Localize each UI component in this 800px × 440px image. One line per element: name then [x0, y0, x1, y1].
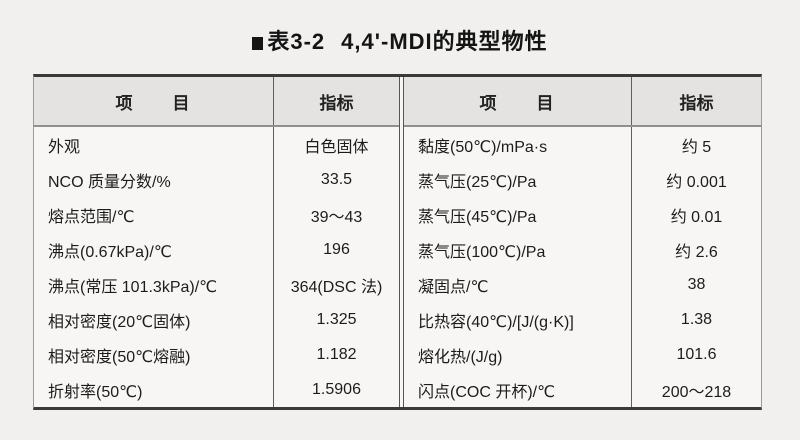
table-row: 沸点(0.67kPa)/℃ 196 [34, 232, 399, 267]
table-number: 表3-2 [267, 29, 326, 54]
property-value-cell: 约 0.01 [631, 197, 761, 232]
property-value-cell: 200～218 [631, 372, 761, 407]
property-name-cell: 外观 [48, 138, 81, 156]
property-name-cell: 熔点范围/℃ [48, 208, 135, 226]
table-header-row: 项 目 指标 [34, 77, 399, 127]
property-value-cell: 364(DSC 法) [273, 267, 399, 302]
property-name-cell: 相对密度(20℃固体) [48, 313, 191, 331]
table-row: 沸点(常压 101.3kPa)/℃ 364(DSC 法) [34, 267, 399, 302]
property-value-cell: 196 [273, 232, 399, 267]
table-row: 熔点范围/℃ 39～43 [34, 197, 399, 232]
table-header-row: 项 目 指标 [404, 77, 761, 127]
property-name-cell: 折射率(50℃) [48, 383, 143, 401]
table-row: 闪点(COC 开杯)/℃ 200～218 [404, 372, 761, 407]
property-name-cell: NCO 质量分数/% [48, 173, 171, 191]
column-header-value: 指标 [273, 77, 399, 125]
table-row: 蒸气压(25℃)/Pa 约 0.001 [404, 162, 761, 197]
property-name-cell: 蒸气压(45℃)/Pa [418, 208, 537, 226]
property-name-cell: 蒸气压(100℃)/Pa [418, 243, 546, 261]
table-row: 比热容(40℃)/[J/(g·K)] 1.38 [404, 302, 761, 337]
property-name-cell: 闪点(COC 开杯)/℃ [418, 383, 556, 401]
property-value-cell: 33.5 [273, 162, 399, 197]
table-title: 表3-2 4,4'-MDI的典型物性 [0, 24, 800, 56]
property-value-cell: 101.6 [631, 337, 761, 372]
table-row: 蒸气压(100℃)/Pa 约 2.6 [404, 232, 761, 267]
properties-table: 项 目 指标 外观 白色固体 NCO 质量分数/% 33.5 熔点范围/℃ 39… [33, 74, 762, 410]
property-value-cell: 39～43 [273, 197, 399, 232]
table-title-text: 4,4'-MDI的典型物性 [341, 29, 548, 54]
table-row: 凝固点/℃ 38 [404, 267, 761, 302]
table-right-half: 项 目 指标 黏度(50℃)/mPa·s 约 5 蒸气压(25℃)/Pa 约 0… [403, 77, 761, 407]
property-name-cell: 黏度(50℃)/mPa·s [418, 138, 548, 156]
property-value-cell: 约 2.6 [631, 232, 761, 267]
property-name-cell: 比热容(40℃)/[J/(g·K)] [418, 313, 574, 331]
property-value-cell: 1.38 [631, 302, 761, 337]
table-row: 黏度(50℃)/mPa·s 约 5 [404, 127, 761, 162]
table-row: 折射率(50℃) 1.5906 [34, 372, 399, 407]
property-value-cell: 约 5 [631, 127, 761, 162]
table-row: 相对密度(50℃熔融) 1.182 [34, 337, 399, 372]
square-bullet-icon [252, 37, 264, 50]
column-header-item: 项 目 [479, 93, 556, 113]
property-value-cell: 1.5906 [273, 372, 399, 407]
table-left-half: 项 目 指标 外观 白色固体 NCO 质量分数/% 33.5 熔点范围/℃ 39… [34, 77, 400, 407]
property-value-cell: 1.182 [273, 337, 399, 372]
property-name-cell: 沸点(常压 101.3kPa)/℃ [48, 278, 218, 296]
property-name-cell: 沸点(0.67kPa)/℃ [48, 243, 172, 261]
property-name-cell: 相对密度(50℃熔融) [48, 348, 191, 366]
table-row: 蒸气压(45℃)/Pa 约 0.01 [404, 197, 761, 232]
table-row: NCO 质量分数/% 33.5 [34, 162, 399, 197]
property-value-cell: 38 [631, 267, 761, 302]
property-name-cell: 凝固点/℃ [418, 278, 489, 296]
table-row: 外观 白色固体 [34, 127, 399, 162]
table-row: 相对密度(20℃固体) 1.325 [34, 302, 399, 337]
property-name-cell: 熔化热/(J/g) [418, 348, 503, 366]
column-header-value: 指标 [631, 77, 761, 125]
property-value-cell: 约 0.001 [631, 162, 761, 197]
property-value-cell: 1.325 [273, 302, 399, 337]
property-name-cell: 蒸气压(25℃)/Pa [418, 173, 537, 191]
table-row: 熔化热/(J/g) 101.6 [404, 337, 761, 372]
column-header-item: 项 目 [115, 93, 192, 113]
property-value-cell: 白色固体 [273, 127, 399, 162]
